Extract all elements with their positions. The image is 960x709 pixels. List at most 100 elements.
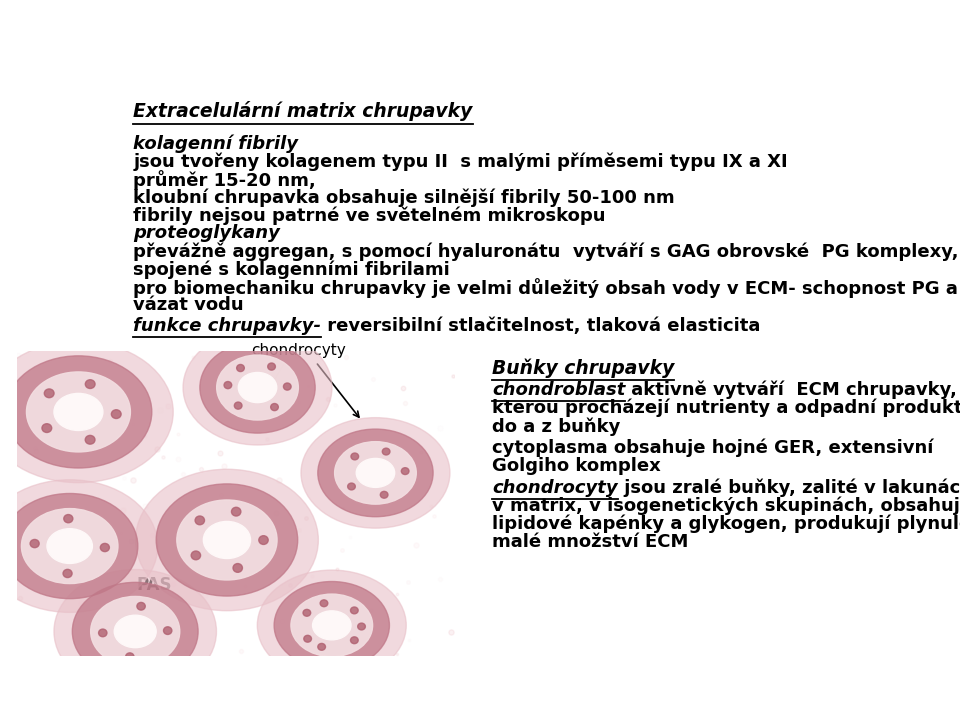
Point xyxy=(106,550,121,562)
Ellipse shape xyxy=(233,564,243,572)
Point xyxy=(213,489,228,501)
Ellipse shape xyxy=(183,330,332,445)
Point xyxy=(126,474,141,486)
Point xyxy=(331,596,347,607)
Ellipse shape xyxy=(72,582,198,681)
Point xyxy=(80,529,95,540)
Text: průměr 15-20 nm,: průměr 15-20 nm, xyxy=(133,170,316,190)
Ellipse shape xyxy=(111,410,121,418)
Point xyxy=(197,589,212,601)
Point xyxy=(282,579,298,591)
Point xyxy=(321,393,336,404)
Ellipse shape xyxy=(301,418,450,528)
Ellipse shape xyxy=(356,459,395,487)
Point xyxy=(46,387,61,398)
Point xyxy=(103,355,118,367)
Ellipse shape xyxy=(27,372,131,452)
Point xyxy=(57,439,72,450)
Point xyxy=(179,646,194,657)
Point xyxy=(171,454,186,465)
Point xyxy=(126,418,141,430)
Point xyxy=(212,448,228,459)
Point xyxy=(327,399,343,411)
Ellipse shape xyxy=(291,594,372,657)
Text: chondrocyty: chondrocyty xyxy=(252,343,346,358)
Text: Buňky chrupavky: Buňky chrupavky xyxy=(492,358,674,378)
Point xyxy=(274,615,289,627)
Point xyxy=(346,486,361,497)
Point xyxy=(152,404,167,415)
Point xyxy=(299,512,314,523)
Point xyxy=(149,443,164,454)
Point xyxy=(300,381,315,392)
Point xyxy=(329,564,345,575)
Point xyxy=(43,417,59,428)
Ellipse shape xyxy=(224,381,231,389)
Point xyxy=(12,592,28,603)
Ellipse shape xyxy=(275,581,390,669)
Point xyxy=(401,635,417,646)
Point xyxy=(292,525,307,536)
Point xyxy=(228,497,243,508)
Point xyxy=(152,646,167,657)
Point xyxy=(25,416,40,428)
Point xyxy=(71,547,86,558)
Ellipse shape xyxy=(114,615,156,647)
Ellipse shape xyxy=(268,363,276,370)
Ellipse shape xyxy=(303,635,311,642)
Ellipse shape xyxy=(2,493,138,598)
Ellipse shape xyxy=(237,364,245,372)
Point xyxy=(363,604,378,615)
Ellipse shape xyxy=(100,543,109,552)
Point xyxy=(233,645,249,657)
Text: fibrily nejsou patrné ve světelném mikroskopu: fibrily nejsou patrné ve světelném mikro… xyxy=(133,206,606,225)
Point xyxy=(15,498,31,510)
Ellipse shape xyxy=(380,491,388,498)
Text: chondrocyty: chondrocyty xyxy=(492,479,617,497)
Point xyxy=(104,401,119,412)
Text: cytoplasma obsahuje hojné GER, extensivní: cytoplasma obsahuje hojné GER, extensivn… xyxy=(492,439,933,457)
Ellipse shape xyxy=(5,356,152,468)
Point xyxy=(165,579,180,590)
Point xyxy=(338,352,353,363)
Point xyxy=(193,463,208,474)
Point xyxy=(117,472,132,484)
Point xyxy=(126,554,141,566)
Point xyxy=(123,536,138,547)
Ellipse shape xyxy=(358,623,366,630)
Ellipse shape xyxy=(177,500,277,580)
Point xyxy=(364,475,379,486)
Point xyxy=(335,502,350,513)
Ellipse shape xyxy=(47,529,92,564)
Point xyxy=(300,598,315,609)
Ellipse shape xyxy=(156,484,298,596)
Point xyxy=(444,626,459,637)
Point xyxy=(103,427,118,438)
Ellipse shape xyxy=(320,600,327,607)
Ellipse shape xyxy=(313,611,351,640)
Ellipse shape xyxy=(350,607,358,614)
Ellipse shape xyxy=(335,442,417,504)
Point xyxy=(147,630,162,642)
Point xyxy=(26,540,41,552)
Text: funkce chrupavky-: funkce chrupavky- xyxy=(133,316,322,335)
Point xyxy=(170,428,185,440)
Ellipse shape xyxy=(54,393,103,430)
Ellipse shape xyxy=(42,424,52,432)
Point xyxy=(127,638,142,649)
Ellipse shape xyxy=(259,536,268,545)
Point xyxy=(74,597,89,608)
Point xyxy=(156,451,171,462)
Ellipse shape xyxy=(348,483,355,490)
Point xyxy=(160,400,176,411)
Point xyxy=(271,474,286,486)
Ellipse shape xyxy=(271,403,278,411)
Point xyxy=(381,445,396,457)
Point xyxy=(342,531,357,542)
Ellipse shape xyxy=(21,508,118,584)
Ellipse shape xyxy=(204,521,251,559)
Ellipse shape xyxy=(257,570,406,681)
Text: malé množství ECM: malé množství ECM xyxy=(492,532,688,551)
Ellipse shape xyxy=(382,448,390,455)
Ellipse shape xyxy=(0,341,173,483)
